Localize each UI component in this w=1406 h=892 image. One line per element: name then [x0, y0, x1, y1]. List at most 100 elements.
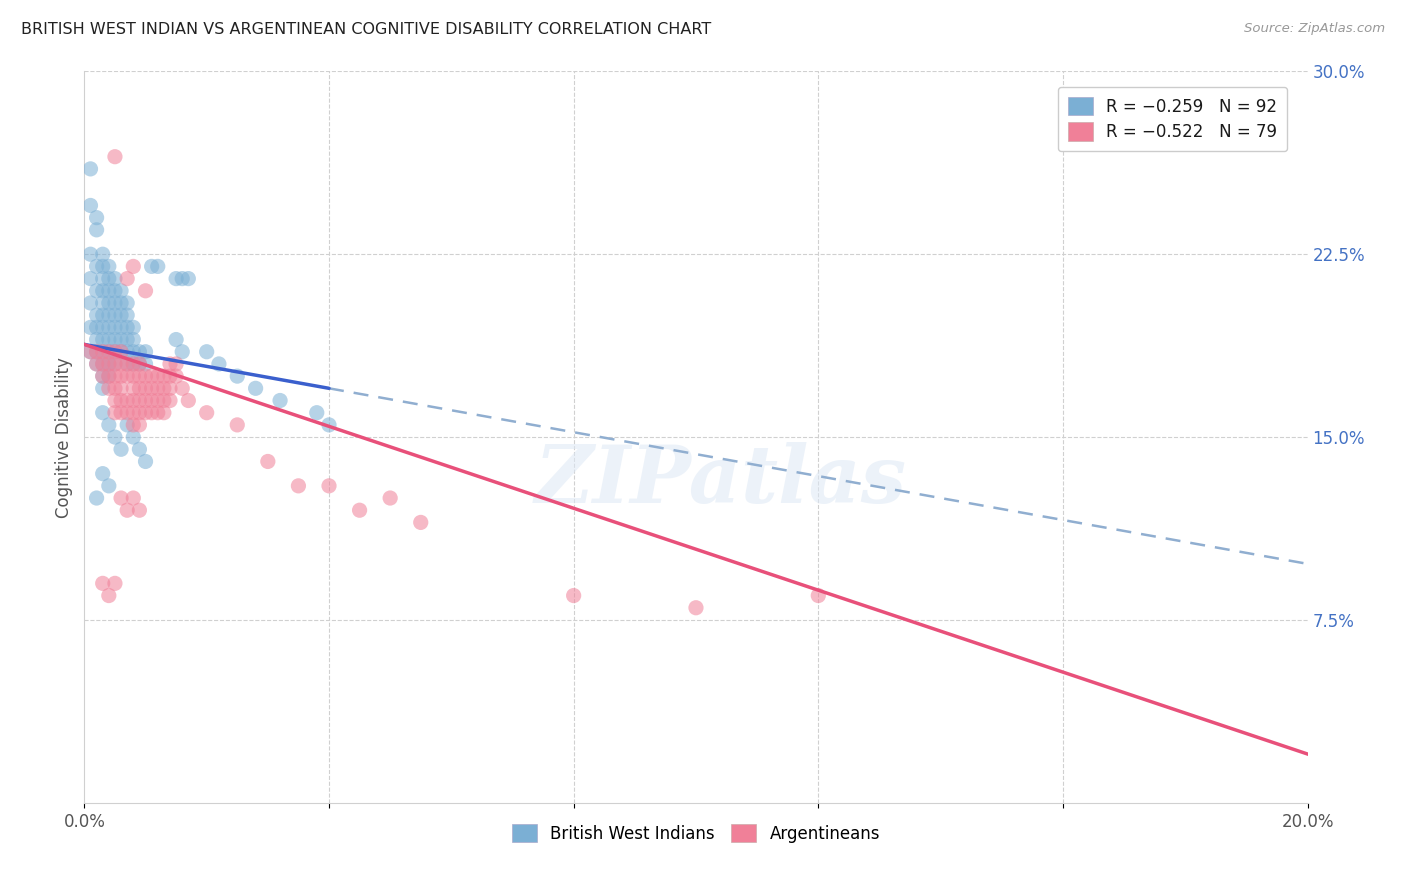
Point — [97, 333, 120, 347]
Point — [122, 333, 145, 347]
Point — [128, 406, 150, 420]
Point — [91, 284, 114, 298]
Point — [110, 284, 132, 298]
Point — [97, 381, 120, 395]
Point — [97, 320, 120, 334]
Point — [122, 491, 145, 505]
Y-axis label: Cognitive Disability: Cognitive Disability — [55, 357, 73, 517]
Point — [104, 369, 127, 384]
Point — [91, 406, 114, 420]
Legend: British West Indians, Argentineans: British West Indians, Argentineans — [505, 817, 887, 849]
Point — [86, 284, 108, 298]
Point — [287, 479, 309, 493]
Text: BRITISH WEST INDIAN VS ARGENTINEAN COGNITIVE DISABILITY CORRELATION CHART: BRITISH WEST INDIAN VS ARGENTINEAN COGNI… — [21, 22, 711, 37]
Point — [153, 369, 176, 384]
Point — [104, 393, 127, 408]
Point — [86, 308, 108, 322]
Point — [128, 381, 150, 395]
Point — [91, 320, 114, 334]
Point — [195, 406, 218, 420]
Point — [115, 308, 138, 322]
Point — [128, 369, 150, 384]
Point — [91, 260, 114, 274]
Point — [91, 344, 114, 359]
Point — [110, 406, 132, 420]
Point — [86, 211, 108, 225]
Point — [91, 357, 114, 371]
Point — [153, 381, 176, 395]
Point — [91, 247, 114, 261]
Point — [122, 430, 145, 444]
Point — [141, 381, 163, 395]
Point — [91, 344, 114, 359]
Point — [91, 369, 114, 384]
Point — [86, 357, 108, 371]
Point — [172, 381, 194, 395]
Point — [122, 357, 145, 371]
Point — [135, 393, 157, 408]
Point — [128, 357, 150, 371]
Point — [104, 150, 127, 164]
Point — [104, 333, 127, 347]
Point — [122, 417, 145, 432]
Point — [115, 296, 138, 310]
Point — [208, 357, 231, 371]
Point — [86, 320, 108, 334]
Point — [172, 271, 194, 285]
Point — [135, 406, 157, 420]
Point — [128, 503, 150, 517]
Point — [104, 320, 127, 334]
Point — [146, 369, 169, 384]
Point — [79, 247, 101, 261]
Point — [135, 284, 157, 298]
Point — [86, 333, 108, 347]
Point — [141, 393, 163, 408]
Point — [110, 442, 132, 457]
Point — [110, 308, 132, 322]
Point — [79, 271, 101, 285]
Point — [159, 357, 181, 371]
Point — [128, 344, 150, 359]
Point — [86, 260, 108, 274]
Point — [97, 296, 120, 310]
Point — [245, 381, 267, 395]
Point — [128, 393, 150, 408]
Point — [104, 308, 127, 322]
Point — [104, 357, 127, 371]
Point — [177, 271, 200, 285]
Text: Source: ZipAtlas.com: Source: ZipAtlas.com — [1244, 22, 1385, 36]
Point — [97, 357, 120, 371]
Point — [115, 344, 138, 359]
Point — [318, 417, 340, 432]
Point — [165, 333, 187, 347]
Point — [115, 406, 138, 420]
Point — [79, 198, 101, 212]
Point — [110, 344, 132, 359]
Point — [97, 308, 120, 322]
Point — [135, 357, 157, 371]
Point — [146, 381, 169, 395]
Point — [110, 381, 132, 395]
Point — [153, 393, 176, 408]
Point — [153, 406, 176, 420]
Point — [79, 161, 101, 176]
Point — [146, 393, 169, 408]
Point — [79, 344, 101, 359]
Point — [122, 260, 145, 274]
Point — [110, 491, 132, 505]
Point — [97, 417, 120, 432]
Point — [110, 333, 132, 347]
Point — [165, 271, 187, 285]
Point — [177, 393, 200, 408]
Point — [110, 357, 132, 371]
Point — [562, 589, 585, 603]
Point — [110, 393, 132, 408]
Point — [159, 393, 181, 408]
Point — [122, 357, 145, 371]
Point — [807, 589, 830, 603]
Point — [141, 369, 163, 384]
Point — [91, 381, 114, 395]
Point — [86, 357, 108, 371]
Point — [226, 369, 249, 384]
Point — [128, 417, 150, 432]
